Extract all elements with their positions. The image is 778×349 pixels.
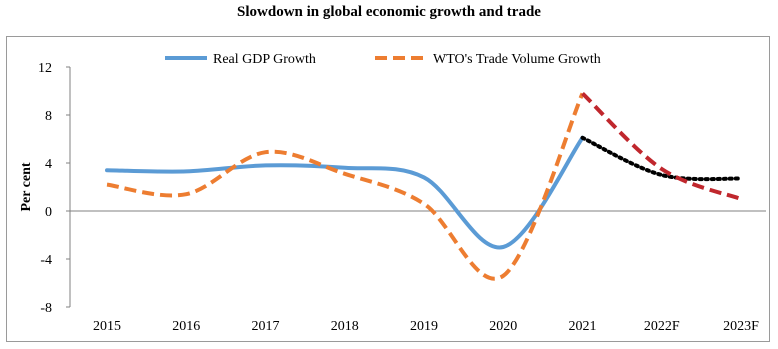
series-1-point-8 bbox=[739, 197, 743, 201]
y-tick-label: 4 bbox=[45, 157, 52, 172]
series-1-point-6 bbox=[581, 91, 585, 95]
x-tick-label: 2017 bbox=[252, 319, 280, 334]
series-line-1 bbox=[106, 92, 585, 281]
y-tick-label: 0 bbox=[45, 205, 52, 220]
y-axis-label: Per cent bbox=[19, 162, 34, 211]
chart-frame bbox=[6, 36, 770, 342]
x-tick-label: 2022F bbox=[644, 319, 680, 334]
y-tick-label: 12 bbox=[38, 61, 52, 76]
y-tick-label: -8 bbox=[40, 301, 52, 316]
series-1-point-7 bbox=[660, 167, 664, 171]
series-1-point-4 bbox=[422, 202, 426, 206]
series-forecast-line-1 bbox=[581, 91, 742, 201]
axes: 12 8 4 0 -4 -8 2015 2016 2017 2018 2019 2020 2021 202… bbox=[19, 61, 766, 334]
series-1-point-0 bbox=[105, 183, 109, 187]
series-0-point-8 bbox=[739, 177, 743, 181]
x-tick-label: 2016 bbox=[172, 319, 200, 334]
series-1-point-5 bbox=[501, 274, 505, 278]
series-0-point-6 bbox=[581, 136, 585, 140]
series-0-point-0 bbox=[105, 168, 109, 172]
series-forecast-line-0 bbox=[580, 135, 743, 182]
series-1-point-1 bbox=[184, 192, 188, 196]
y-tick-label: 8 bbox=[45, 109, 52, 124]
series-0-point-1 bbox=[184, 169, 188, 173]
series-0-point-4 bbox=[422, 175, 426, 179]
x-tick-label: 2019 bbox=[410, 319, 438, 334]
x-tick-label: 2020 bbox=[489, 319, 517, 334]
series-0-point-7 bbox=[660, 173, 664, 177]
series-1-point-2 bbox=[264, 150, 268, 154]
series-1-point-3 bbox=[343, 172, 347, 176]
x-tick-label: 2015 bbox=[93, 319, 121, 334]
series-line-0 bbox=[105, 135, 585, 250]
legend-label-0: Real GDP Growth bbox=[213, 52, 316, 67]
series-layer bbox=[105, 91, 743, 281]
series-0-point-2 bbox=[264, 163, 268, 167]
series-0-point-3 bbox=[343, 166, 347, 170]
x-tick-label: 2021 bbox=[569, 319, 597, 334]
x-tick-label: 2023F bbox=[723, 319, 759, 334]
legend-label-1: WTO's Trade Volume Growth bbox=[433, 52, 601, 67]
legend: Real GDP Growth WTO's Trade Volume Growth bbox=[165, 52, 601, 67]
series-0-point-5 bbox=[501, 245, 505, 249]
chart-title: Slowdown in global economic growth and t… bbox=[237, 4, 541, 20]
x-tick-label: 2018 bbox=[331, 319, 359, 334]
y-tick-label: -4 bbox=[40, 253, 52, 268]
